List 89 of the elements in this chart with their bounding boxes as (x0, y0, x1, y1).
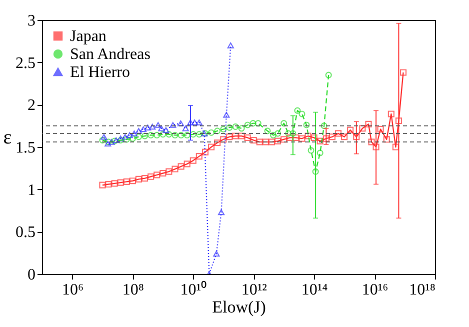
point (117, 136, 124, 144)
point (310, 134, 318, 141)
point (256, 138, 263, 146)
point (214, 139, 221, 146)
point (274, 138, 282, 144)
x-tick-label: 10¹⁸ (409, 282, 436, 298)
y-tick-label: 2.5 (16, 54, 36, 72)
point (226, 134, 233, 140)
point (154, 132, 160, 138)
point (226, 124, 233, 131)
point (365, 120, 372, 128)
point (322, 135, 330, 142)
y-tick-label: 3 (28, 12, 36, 30)
point (135, 176, 142, 182)
x-tick-label: 10¹⁴ (301, 282, 328, 298)
point (196, 131, 202, 138)
point (285, 130, 292, 137)
point (208, 144, 215, 150)
point (262, 138, 269, 146)
point (232, 132, 239, 140)
point (316, 138, 324, 144)
point (172, 132, 178, 138)
point (141, 175, 148, 182)
point (359, 125, 366, 132)
point (190, 157, 196, 164)
point (148, 173, 154, 180)
point (353, 134, 360, 140)
point (238, 132, 245, 140)
point (274, 130, 282, 137)
y-tick-label: 1 (28, 182, 36, 199)
point (298, 135, 306, 142)
point (328, 134, 336, 140)
point (141, 132, 148, 140)
point (123, 178, 130, 185)
point (178, 132, 184, 138)
y-tick-label: 2 (28, 97, 36, 114)
y-tick-label: 0 (28, 266, 36, 284)
point (304, 132, 312, 140)
point (292, 134, 300, 141)
point (280, 136, 288, 143)
point (166, 131, 172, 138)
x-tick-label: 10¹⁰ (180, 280, 208, 298)
point (220, 136, 227, 143)
point (334, 130, 342, 137)
point (280, 120, 288, 127)
point (238, 125, 245, 132)
point (148, 132, 154, 138)
point (154, 172, 160, 178)
x-tick-label: 10⁸ (122, 282, 144, 298)
point (166, 168, 172, 175)
legend-label: El Hierro (70, 64, 130, 81)
point (172, 166, 178, 172)
point (202, 148, 209, 156)
point (160, 131, 166, 138)
point (99, 182, 106, 188)
point (196, 153, 202, 160)
point (347, 126, 354, 134)
x-tick-label: 10⁶ (62, 282, 84, 298)
y-tick-label: 1.5 (16, 140, 36, 156)
point (286, 134, 294, 141)
point (244, 134, 251, 141)
point (268, 138, 276, 146)
point (250, 136, 257, 144)
point (105, 180, 112, 188)
point (129, 178, 136, 184)
point (135, 134, 142, 140)
legend-label: San Andreas (70, 46, 150, 63)
point (123, 136, 130, 143)
legend-label: Japan (70, 28, 106, 45)
point (129, 135, 136, 142)
x-axis-title: Elow(J) (212, 298, 266, 316)
x-tick-label: 10¹⁶ (362, 282, 388, 298)
point (250, 120, 256, 127)
point (111, 180, 118, 187)
point (160, 170, 166, 177)
point (214, 128, 221, 134)
point (208, 129, 215, 136)
point (341, 134, 348, 140)
point (244, 122, 251, 128)
point (220, 126, 227, 133)
point (184, 132, 190, 138)
point (184, 160, 190, 168)
point (178, 163, 184, 170)
y-tick-label: 0.5 (16, 224, 36, 242)
point (117, 179, 124, 186)
point (190, 131, 196, 138)
y-axis-title: ε (3, 126, 12, 148)
x-tick-label: 10¹² (241, 282, 268, 298)
point (232, 123, 239, 130)
